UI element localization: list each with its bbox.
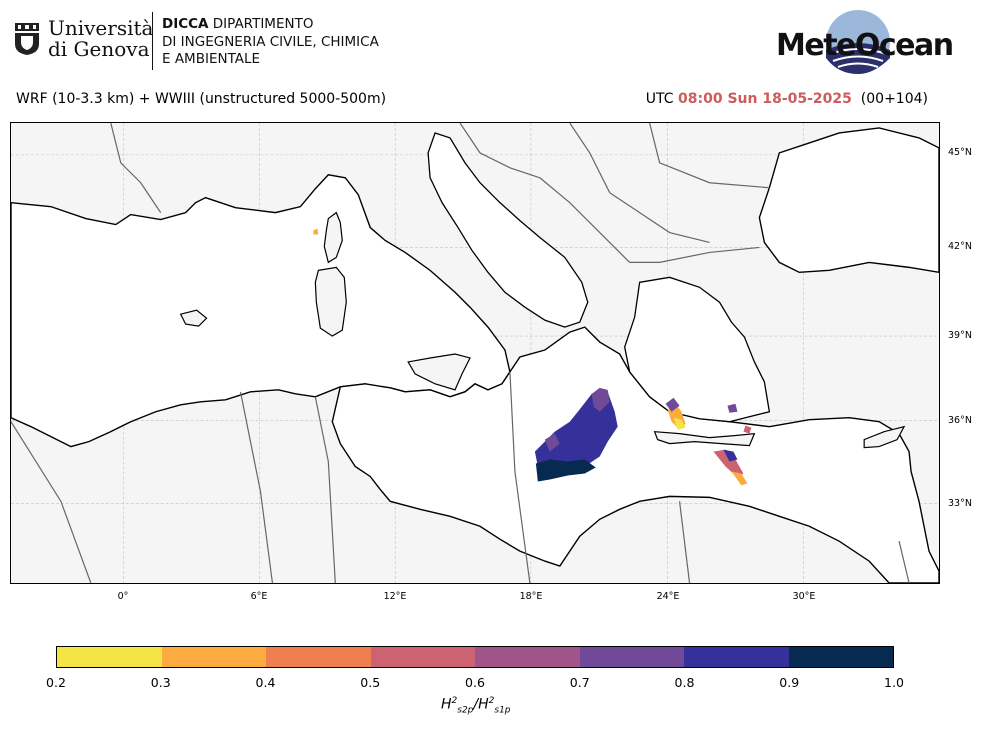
adriatic-sea: [427, 132, 589, 328]
lon-label-0: 0°: [117, 591, 129, 602]
university-name: Università di Genova: [48, 18, 153, 60]
lon-label-12e: 12°E: [383, 591, 407, 602]
brand-name: MeteOcean: [776, 28, 954, 63]
colorbar-tick-label: 0.5: [360, 675, 381, 690]
colorbar-segment: [788, 647, 893, 667]
island-corsica: [323, 211, 343, 264]
field-ionian-mid: [534, 391, 618, 474]
forecast-step: (00+104): [860, 91, 928, 107]
colorbar-tick-label: 0.8: [674, 675, 695, 690]
colorbar-tick-label: 0.9: [779, 675, 800, 690]
department-name: DICCA DIPARTIMENTO DI INGEGNERIA CIVILE,…: [162, 16, 379, 69]
field-ionian-edge2: [544, 433, 560, 452]
dept-line3: E AMBIENTALE: [162, 51, 261, 67]
islands: [179, 211, 906, 449]
field-corsica: [313, 228, 319, 235]
lat-label-39: 39°N: [948, 330, 972, 341]
dept-line2: DI INGEGNERIA CIVILE, CHIMICA: [162, 33, 379, 50]
lon-label-18e: 18°E: [519, 591, 543, 602]
dept-acronym: DICCA: [162, 16, 209, 32]
logo-divider: [152, 12, 153, 70]
aegean-sea: [624, 276, 771, 423]
country-borders: [11, 123, 910, 583]
colorbar-tick-label: 0.6: [465, 675, 485, 690]
lat-label-36: 36°N: [948, 415, 972, 426]
field-rhodes: [713, 449, 744, 478]
field-dodec: [727, 403, 738, 413]
colorbar-tick-label: 0.3: [150, 675, 171, 690]
university-crest-icon: [15, 23, 39, 55]
utc-label: UTC: [645, 91, 674, 107]
island-cyprus: [863, 425, 906, 449]
lon-label-30e: 30°E: [792, 591, 816, 602]
colorbar: [56, 646, 894, 668]
colorbar-segment: [579, 647, 684, 667]
colorbar-tick-label: 0.7: [569, 675, 590, 690]
university-line1: Università: [48, 16, 154, 40]
map-canvas[interactable]: [10, 122, 940, 584]
colorbar-segment: [475, 647, 580, 667]
colorbar-segment: [370, 647, 475, 667]
forecast-datetime: 08:00 Sun 18-05-2025: [678, 91, 852, 107]
field-rhodes3: [723, 449, 738, 462]
model-description: WRF (10-3.3 km) + WWIII (unstructured 50…: [16, 91, 387, 107]
wave-ratio-field: [313, 228, 752, 486]
colorbar-segment: [684, 647, 789, 667]
colorbar-segment: [161, 647, 266, 667]
lat-label-33: 33°N: [948, 498, 972, 509]
lat-label-45: 45°N: [948, 147, 972, 158]
field-ionian-edge: [591, 387, 610, 412]
lat-label-42: 42°N: [948, 241, 972, 252]
field-dodec2: [743, 425, 752, 434]
colorbar-label: H2s2p/H2s1p: [441, 696, 511, 716]
dept-line1: DIPARTIMENTO: [208, 16, 314, 32]
colorbar-tick-label: 1.0: [884, 675, 904, 690]
field-crete-w2: [665, 397, 680, 412]
field-rhodes2: [731, 471, 748, 486]
island-mallorca: [179, 309, 208, 327]
colorbar-tick-label: 0.2: [46, 675, 66, 690]
university-line2: di Genova: [48, 37, 150, 61]
island-crete: [653, 430, 756, 447]
colorbar-segment: [266, 647, 371, 667]
field-ionian-high: [535, 459, 596, 482]
island-sardinia: [314, 266, 347, 337]
unige-logo: Università di Genova DICCA DIPARTIMENTO …: [14, 12, 394, 74]
black-sea: [758, 127, 939, 274]
colorbar-segment: [57, 647, 162, 667]
colorbar-tick-label: 0.4: [255, 675, 276, 690]
lon-label-24e: 24°E: [656, 591, 680, 602]
island-sicily: [407, 353, 471, 391]
forecast-time: UTC 08:00 Sun 18-05-2025 (00+104): [646, 91, 928, 107]
meteocean-emblem-icon: [826, 10, 890, 74]
lon-label-6e: 6°E: [250, 591, 268, 602]
meteocean-logo: MeteOcean: [770, 6, 954, 78]
